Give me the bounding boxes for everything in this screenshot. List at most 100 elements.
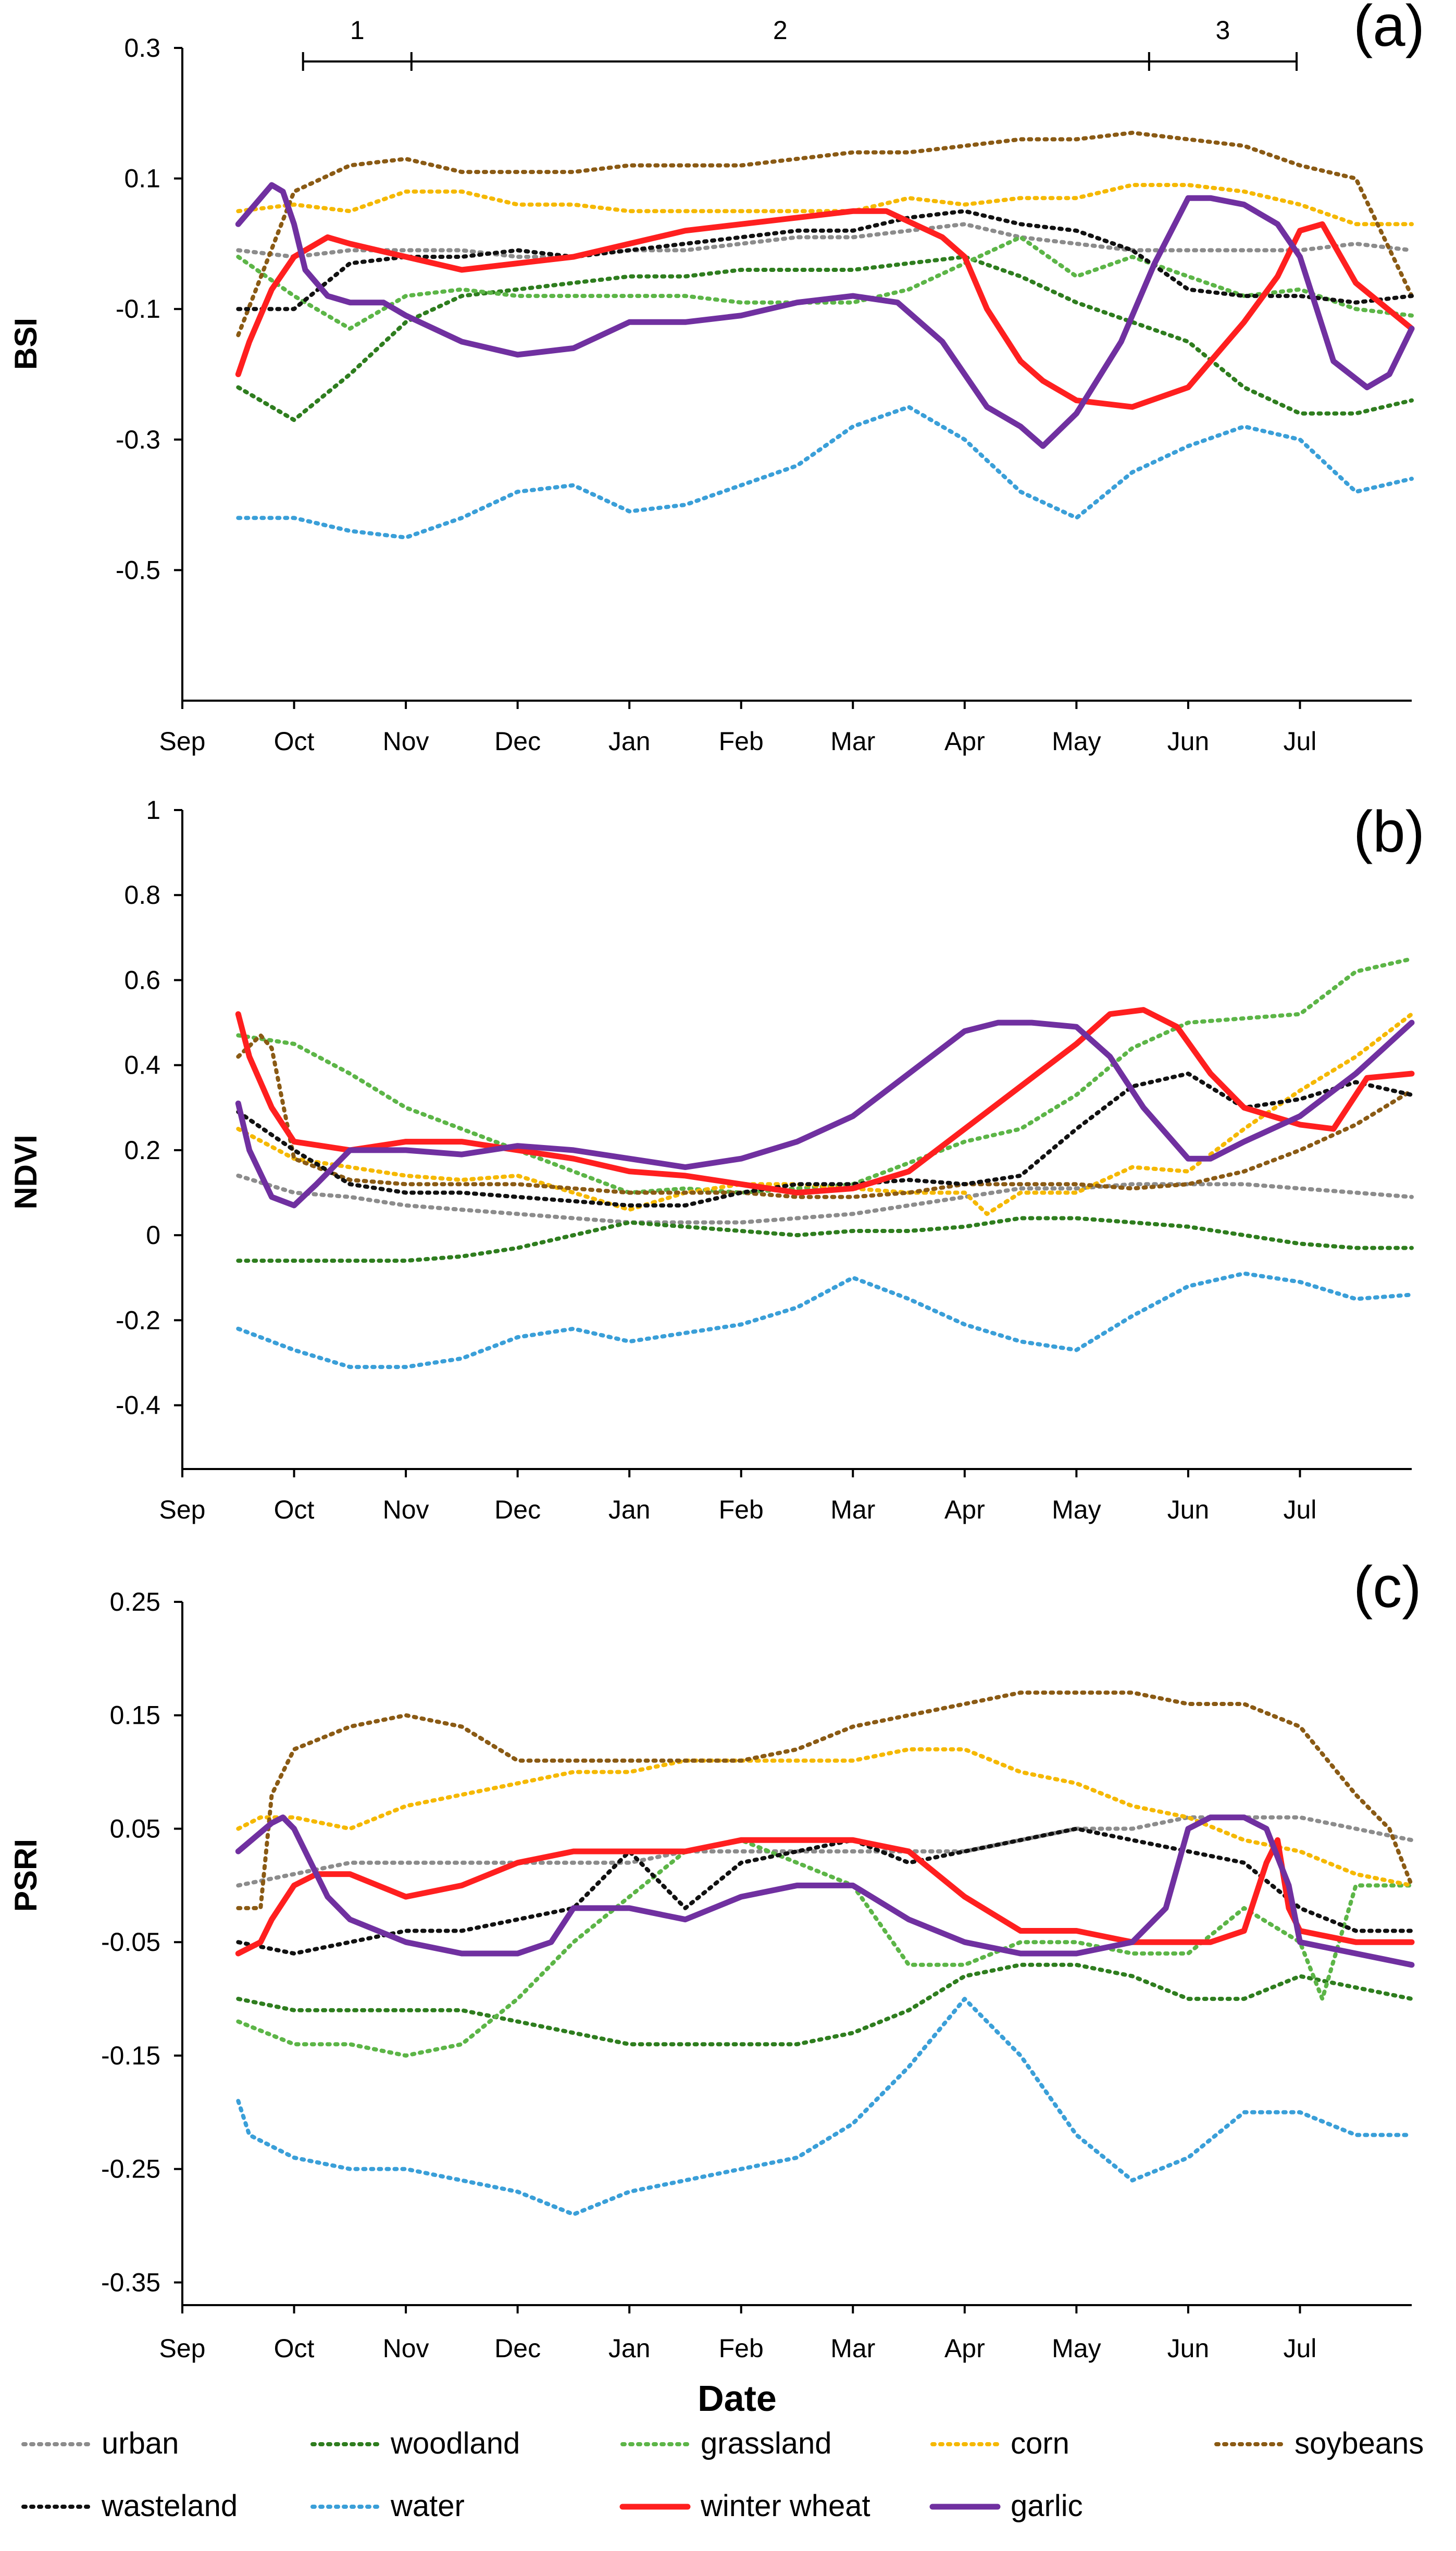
- y-tick-label: -0.05: [101, 1927, 160, 1957]
- series-line-soybeans: [236, 1033, 1414, 1199]
- legend-label-woodland: woodland: [390, 2426, 520, 2460]
- x-tick-label: Apr: [944, 727, 985, 756]
- x-tick-label: Oct: [274, 2334, 315, 2363]
- series-line-wasteland: [236, 1826, 1414, 1956]
- psri-y-axis-label: PSRI: [8, 1839, 43, 1912]
- x-tick-label: Jan: [608, 2334, 651, 2363]
- x-tick-label: Sep: [159, 727, 206, 756]
- x-tick-label: Feb: [719, 2334, 764, 2363]
- x-tick-label: May: [1052, 2334, 1101, 2363]
- series-line-woodland: [236, 255, 1414, 422]
- x-tick-label: Dec: [494, 727, 541, 756]
- y-tick-label: 0.05: [110, 1814, 160, 1843]
- y-tick-label: 0.1: [124, 164, 160, 193]
- panel-c-tag: (c): [1353, 1554, 1422, 1620]
- series-line-wasteland: [236, 1072, 1414, 1208]
- x-tick-label: Feb: [719, 727, 764, 756]
- series-line-winter-wheat: [235, 208, 1415, 410]
- x-tick-label: Mar: [830, 727, 875, 756]
- ndvi-y-axis-label: NDVI: [8, 1135, 43, 1209]
- x-tick-label: Jul: [1283, 727, 1316, 756]
- legend-label-wasteland: wasteland: [101, 2489, 238, 2523]
- y-tick-label: 0.8: [124, 880, 160, 910]
- x-tick-label: Jan: [608, 727, 651, 756]
- psri-panel: (c) PSRI Date 0.25 0.15 0.05 -0.05 -0.15 -0.2…: [8, 1554, 1422, 2419]
- x-tick-label: Jul: [1283, 2334, 1316, 2363]
- x-tick-label: Jul: [1283, 1495, 1316, 1524]
- ndvi-panel: (b) NDVI 1 0.8 0.6 0.4 0.2 0 -0.2 -0.4 Sep Oct Nov…: [8, 795, 1425, 1524]
- y-tick-label: -0.2: [116, 1305, 160, 1335]
- series-line-urban: [236, 222, 1414, 259]
- legend-label-urban: urban: [102, 2426, 179, 2460]
- series-line-wasteland: [236, 209, 1414, 312]
- x-tick-label: Nov: [383, 727, 429, 756]
- phase-label: 3: [1216, 16, 1230, 45]
- x-tick-label: May: [1052, 727, 1101, 756]
- series-line-grassland: [236, 235, 1414, 331]
- bsi-panel: (a) BSI 1 2 3 0.3 0.1 -0.1 -0.3 -0.5 Sep Oct Nov D…: [8, 0, 1425, 756]
- series-line-garlic: [235, 1814, 1415, 1968]
- panel-a-tag: (a): [1353, 0, 1425, 58]
- y-tick-label: 0.25: [110, 1587, 160, 1616]
- y-tick-label: -0.4: [116, 1391, 160, 1420]
- x-tick-label: Nov: [383, 1495, 429, 1524]
- y-tick-label: 1: [146, 795, 160, 825]
- legend: urban woodland grassland corn soybeans wastel…: [21, 2426, 1424, 2523]
- legend-label-water: water: [390, 2489, 465, 2523]
- y-tick-label: 0.4: [124, 1051, 160, 1080]
- legend-label-garlic: garlic: [1011, 2489, 1083, 2523]
- y-tick-label: -0.25: [101, 2155, 160, 2184]
- series-line-soybeans: [236, 1690, 1414, 1910]
- x-axis-title: Date: [698, 2378, 777, 2419]
- x-tick-label: Dec: [494, 1495, 541, 1524]
- x-tick-label: Feb: [719, 1495, 764, 1524]
- series-line-garlic: [235, 182, 1415, 449]
- series-line-water: [236, 405, 1414, 540]
- legend-label-soybeans: soybeans: [1295, 2426, 1424, 2460]
- series-line-woodland: [236, 1962, 1414, 2047]
- panel-b-tag: (b): [1353, 799, 1425, 864]
- y-tick-label: 0.15: [110, 1701, 160, 1730]
- series-line-garlic: [235, 1019, 1415, 1209]
- y-tick-label: 0.3: [124, 33, 160, 63]
- y-tick-label: -0.35: [101, 2268, 160, 2297]
- series-line-water: [236, 1997, 1414, 2217]
- bsi-y-axis-label: BSI: [8, 318, 43, 370]
- x-tick-label: Nov: [383, 2334, 429, 2363]
- series-line-winter-wheat: [235, 1837, 1415, 1957]
- x-tick-label: Apr: [944, 2334, 985, 2363]
- x-tick-label: Oct: [274, 727, 315, 756]
- series-line-woodland: [236, 1216, 1414, 1263]
- phase-label: 2: [773, 16, 788, 45]
- x-tick-label: Dec: [494, 2334, 541, 2363]
- y-tick-label: -0.3: [116, 425, 160, 454]
- y-tick-label: -0.1: [116, 294, 160, 323]
- y-tick-label: -0.15: [101, 2041, 160, 2070]
- series-line-urban: [236, 1173, 1414, 1225]
- legend-label-winter-wheat: winter wheat: [700, 2489, 870, 2523]
- x-tick-label: Jun: [1167, 1495, 1210, 1524]
- series-line-soybeans: [236, 130, 1414, 338]
- x-tick-label: Sep: [159, 1495, 206, 1524]
- series-line-water: [236, 1271, 1414, 1370]
- y-tick-label: -0.5: [116, 555, 160, 584]
- x-tick-label: May: [1052, 1495, 1101, 1524]
- x-tick-label: Jun: [1167, 727, 1210, 756]
- series-line-corn: [236, 183, 1414, 227]
- x-tick-label: Mar: [830, 2334, 875, 2363]
- phase-label: 1: [350, 16, 365, 45]
- y-tick-label: 0.6: [124, 965, 160, 994]
- series-line-corn: [236, 1747, 1414, 1888]
- phase-annotations: 1 2 3: [302, 16, 1298, 71]
- x-tick-label: Sep: [159, 2334, 206, 2363]
- y-tick-label: 0.2: [124, 1136, 160, 1165]
- legend-label-grassland: grassland: [701, 2426, 831, 2460]
- legend-label-corn: corn: [1011, 2426, 1069, 2460]
- x-tick-label: Jan: [608, 1495, 651, 1524]
- x-tick-label: Oct: [274, 1495, 315, 1524]
- y-tick-label: 0: [146, 1221, 160, 1250]
- x-tick-label: Jun: [1167, 2334, 1210, 2363]
- x-tick-label: Mar: [830, 1495, 875, 1524]
